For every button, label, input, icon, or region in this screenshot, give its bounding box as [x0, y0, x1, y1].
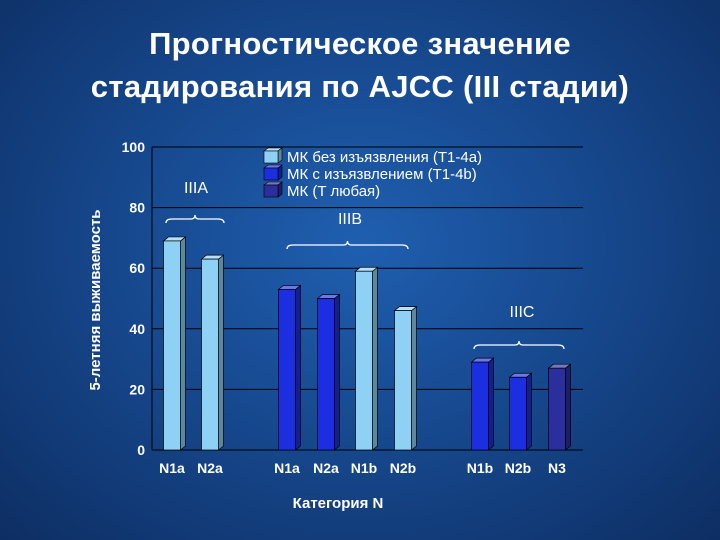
- x-tick-label-n1b-iiic: N1b: [467, 460, 493, 476]
- x-tick-label-n3-iiic: N3: [548, 460, 566, 476]
- bar-n3-iiic: [548, 367, 566, 451]
- bar-n2a-iiib: [317, 298, 335, 451]
- legend-label-2: МК (T любая): [287, 183, 380, 200]
- bar-side-n2a-1: [334, 293, 340, 451]
- legend-label-1: МК с изъязвлением (T1-4b): [287, 166, 477, 183]
- x-axis-label: Категория N: [293, 495, 384, 512]
- x-tick-label-n2a-iiib: N2a: [313, 460, 339, 476]
- bar-side-n1b-2: [488, 357, 494, 451]
- bar-side-n1a-1: [295, 284, 301, 451]
- y-axis-label: 5-летняя выживаемость: [87, 209, 104, 390]
- title-line-1: Прогностическое значение: [149, 26, 571, 61]
- bar-side-n2a-0: [218, 254, 224, 451]
- title-line-2: стадирования по AJCC (III стадии): [90, 69, 630, 104]
- group-bracket-iiia: [165, 214, 225, 224]
- legend-swatch-0: [263, 150, 279, 164]
- legend-swatch-1: [263, 167, 279, 181]
- bar-n2b-iiic: [509, 376, 527, 451]
- x-tick-label-n1b-iiib: N1b: [351, 460, 377, 476]
- legend-swatch-side-2: [277, 181, 283, 198]
- bar-n1b-iiic: [471, 361, 489, 451]
- group-label-iiic: IIIC: [510, 304, 535, 321]
- x-tick-label-n1a-iiib: N1a: [274, 460, 300, 476]
- bar-side-n1b-1: [372, 266, 378, 451]
- x-tick-label-n2a-iiia: N2a: [197, 460, 223, 476]
- bar-side-n1a-0: [180, 236, 186, 451]
- y-tick-label-60: 60: [129, 260, 145, 276]
- group-label-iiib: IIIB: [338, 211, 362, 228]
- y-tick-label-20: 20: [129, 381, 145, 397]
- bar-n1b-iiib: [355, 270, 373, 451]
- bar-side-n3-2: [565, 363, 571, 451]
- bar-side-n2b-2: [526, 372, 532, 451]
- group-bracket-iiic: [473, 340, 565, 350]
- y-tick-label-40: 40: [129, 321, 145, 337]
- legend-label-0: МК без изъязвления (T1-4a): [287, 149, 482, 166]
- group-label-iiia: IIIA: [184, 180, 208, 197]
- y-tick-label-100: 100: [122, 139, 146, 155]
- bar-side-n2b-1: [411, 305, 417, 451]
- x-tick-label-n1a-iiia: N1a: [159, 460, 185, 476]
- legend-swatch-2: [263, 184, 279, 198]
- group-bracket-iiib: [286, 240, 409, 250]
- bar-n2b-iiib: [394, 310, 412, 451]
- legend-swatch-side-0: [277, 147, 283, 164]
- x-tick-label-n2b-iiib: N2b: [390, 460, 416, 476]
- page-title: Прогностическое значение стадирования по…: [0, 22, 720, 108]
- x-tick-label-n2b-iiic: N2b: [505, 460, 531, 476]
- y-tick-label-80: 80: [129, 200, 145, 216]
- bar-n1a-iiia: [163, 240, 181, 451]
- bar-n2a-iiia: [201, 258, 219, 451]
- legend-swatch-side-1: [277, 164, 283, 181]
- bar-n1a-iiib: [278, 289, 296, 451]
- y-tick-label-0: 0: [137, 442, 145, 458]
